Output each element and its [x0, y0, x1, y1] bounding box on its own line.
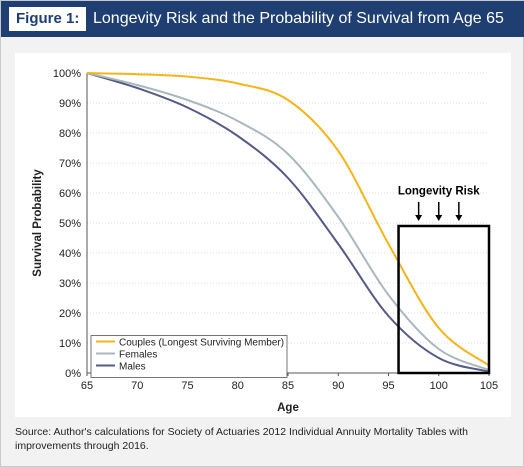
- legend-entry-2: Males: [119, 362, 146, 373]
- series-line-0: [86, 72, 490, 367]
- legend-entry-0: Couples (Longest Surviving Member): [119, 338, 284, 349]
- longevity-arrowhead: [435, 215, 443, 221]
- y-axis-label: Survival Probability: [32, 169, 44, 277]
- x-tick-label: 85: [282, 380, 294, 392]
- series-line-2: [86, 72, 490, 373]
- longevity-risk-box: [397, 224, 491, 375]
- y-tick-label: 80%: [59, 128, 81, 140]
- longevity-arrowhead: [415, 215, 423, 221]
- y-tick-label: 60%: [59, 188, 81, 200]
- x-tick-label: 105: [480, 380, 498, 392]
- y-tick-label: 100%: [53, 68, 81, 80]
- y-tick-label: 0%: [65, 368, 81, 380]
- chart-panel: 0% 10% 20% 30% 40% 50% 60% 70% 80% 90% 100% 65 70 75 8…: [15, 53, 511, 417]
- survival-chart: 0% 10% 20% 30% 40% 50% 60% 70% 80% 90% 100% 65 70 75 8…: [32, 68, 498, 414]
- x-tick-label: 80: [232, 380, 244, 392]
- x-tick-label: 70: [131, 380, 143, 392]
- y-tick-label: 20%: [59, 308, 81, 320]
- y-tick-label: 90%: [59, 98, 81, 110]
- series-line-1: [86, 72, 490, 371]
- x-tick-label: 65: [81, 380, 93, 392]
- x-tick-label: 90: [332, 380, 344, 392]
- figure-label: Figure 1:: [9, 7, 87, 31]
- y-tick-label: 70%: [59, 158, 81, 170]
- figure-title: Longevity Risk and the Probability of Su…: [93, 10, 504, 27]
- legend-box: [90, 335, 288, 378]
- x-tick-label: 95: [382, 380, 394, 392]
- source-note: Source: Author's calculations for Societ…: [15, 426, 468, 452]
- x-tick-label: 100: [430, 380, 448, 392]
- y-tick-label: 40%: [59, 248, 81, 260]
- longevity-arrowhead: [455, 215, 463, 221]
- longevity-risk-label: Longevity Risk: [398, 186, 480, 198]
- x-tick-label: 75: [181, 380, 193, 392]
- legend-entry-1: Females: [119, 350, 157, 361]
- y-tick-label: 50%: [59, 218, 81, 230]
- y-tick-label: 10%: [59, 338, 81, 350]
- figure-header: Figure 1: Longevity Risk and the Probabi…: [1, 1, 524, 37]
- y-tick-label: 30%: [59, 278, 81, 290]
- x-axis-label: Age: [277, 402, 299, 414]
